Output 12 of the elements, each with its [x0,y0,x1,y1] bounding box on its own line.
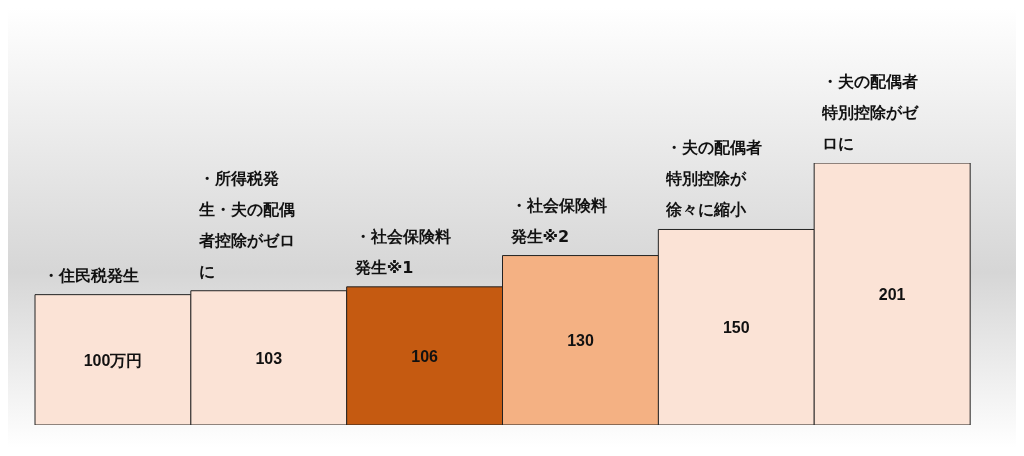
text: ・夫の配偶者特別控除がゼロに [822,71,920,155]
data-label: 130 [567,332,594,350]
annotation: ・住民税発生 [43,264,140,287]
annotation: ・所得税発生・夫の配偶者控除がゼロに [198,167,296,283]
data-label: 150 [722,319,750,337]
annotation: ・夫の配偶者特別控除が徐々に縮小 [666,137,764,222]
annotation: ・社会保険料発生※1 [354,225,452,279]
data-label: 201 [878,286,906,303]
data-label: 100万円 [83,351,143,369]
data-label: 106 [411,347,439,365]
annotation: ・社会保険料発生※2 [510,194,608,248]
data-label: 103 [255,349,283,367]
